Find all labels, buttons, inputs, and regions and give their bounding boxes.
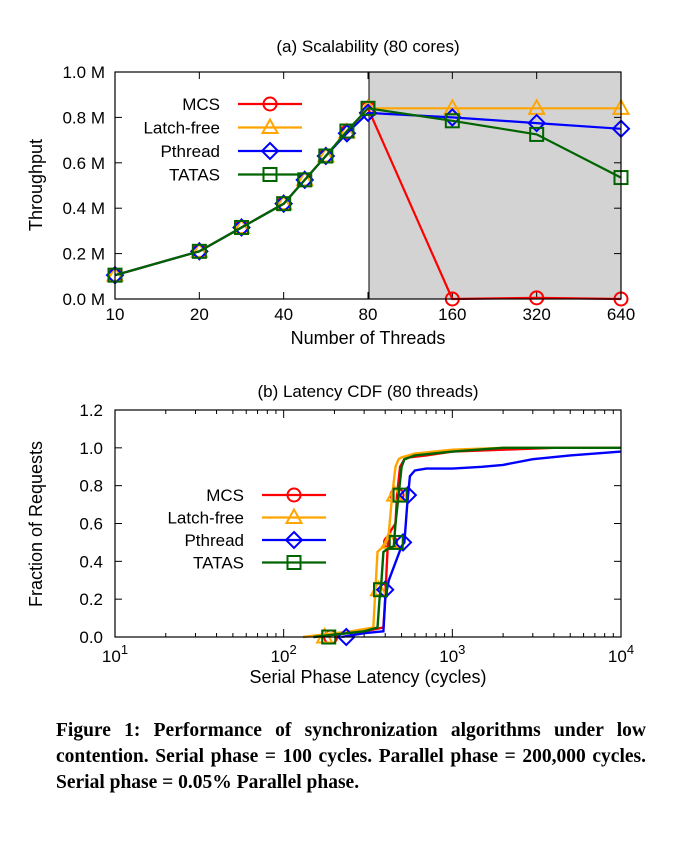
- x-tick-label: 101: [102, 642, 128, 666]
- series-tatas-point: [318, 148, 334, 164]
- y-tick-label: 1.0: [79, 439, 103, 458]
- y-tick-label: 0.4 M: [62, 199, 105, 218]
- latency-cdf-chart: (b) Latency CDF (80 threads) 0.0 0.2 0.4 0.…: [26, 382, 634, 687]
- chart-b-xlabel: Serial Phase Latency (cycles): [249, 667, 486, 687]
- y-tick-label: 0.2: [79, 590, 103, 609]
- y-tick-label: 1.2: [79, 401, 103, 420]
- legend-pthread-label: Pthread: [184, 531, 244, 550]
- series-pthread-line: [341, 450, 622, 639]
- legend-pthread-label: Pthread: [160, 142, 220, 161]
- series-mcs-point: [529, 290, 545, 306]
- chart-a-shaded-region: [369, 72, 621, 299]
- x-tick-exponent: 1: [121, 642, 128, 657]
- legend-pthread-marker: [260, 141, 280, 161]
- x-tick-exponent: 2: [290, 642, 297, 657]
- y-tick-label: 0.0 M: [62, 290, 105, 309]
- y-tick-label: 0.4: [79, 552, 103, 571]
- y-tick-label: 0.0: [79, 628, 103, 647]
- x-tick-label: 103: [439, 642, 465, 666]
- series-tatas-point: [529, 126, 545, 142]
- legend-tatas-label: TATAS: [169, 166, 220, 185]
- series-pthread-point: [316, 146, 336, 166]
- x-tick-label: 640: [607, 305, 635, 324]
- chart-b-series: [302, 446, 622, 647]
- series-tatas-point: [234, 219, 249, 235]
- legend-mcs-marker: [286, 487, 302, 503]
- legend-tatas-marker: [262, 167, 278, 182]
- chart-a-legend: MCS Latch-free Pthread TATAS: [143, 95, 302, 185]
- y-tick-label: 0.6: [79, 515, 103, 534]
- x-tick-label: 20: [190, 305, 209, 324]
- chart-a-xlabel: Number of Threads: [291, 328, 446, 348]
- x-tick-exponent: 4: [627, 642, 634, 657]
- y-tick-label: 0.8: [79, 477, 103, 496]
- series-pthread-point: [274, 194, 294, 214]
- x-tick-label: 80: [359, 305, 378, 324]
- series-pthread-point: [398, 485, 418, 505]
- y-tick-label: 0.2 M: [62, 245, 105, 264]
- legend-mcs-label: MCS: [182, 95, 220, 114]
- chart-b-ylabel: Fraction of Requests: [26, 441, 46, 607]
- legend-tatas-marker: [286, 555, 302, 570]
- series-tatas-line: [114, 107, 622, 277]
- x-tick-exponent: 3: [458, 642, 465, 657]
- legend-pthread-marker: [284, 530, 304, 550]
- legend-mcs-marker: [262, 96, 278, 112]
- chart-a-ticks: 0.0 M 0.2 M 0.4 M 0.6 M 0.8 M 1.0 M 10 20 40 80 16…: [62, 63, 635, 324]
- series-pthread-point: [527, 113, 547, 133]
- series-latch-free-line: [302, 446, 621, 639]
- chart-b-plot-frame: [114, 409, 622, 638]
- series-pthread-point: [393, 533, 413, 552]
- series-tatas-point: [388, 534, 404, 550]
- x-tick-base: 10: [608, 647, 627, 666]
- chart-a-title: (a) Scalability (80 cores): [276, 37, 459, 56]
- series-tatas-line: [313, 446, 621, 639]
- x-tick-base: 10: [271, 647, 290, 666]
- x-tick-label: 10: [106, 305, 125, 324]
- series-pthread-point: [295, 170, 315, 190]
- chart-a-ylabel: Throughput: [26, 139, 46, 231]
- series-pthread-point: [337, 123, 357, 143]
- series-tatas-point: [372, 582, 388, 598]
- chart-b-legend: MCS Latch-free Pthread TATAS: [167, 486, 326, 573]
- legend-latch-free-label: Latch-free: [143, 119, 220, 138]
- series-tatas-point: [360, 100, 376, 116]
- legend-latch-free-marker: [260, 117, 280, 134]
- x-tick-label: 160: [438, 305, 466, 324]
- x-tick-label: 40: [274, 305, 293, 324]
- series-tatas-point: [444, 113, 460, 129]
- series-tatas-point: [339, 123, 355, 139]
- legend-latch-free-label: Latch-free: [167, 509, 244, 528]
- chart-b-title: (b) Latency CDF (80 threads): [257, 382, 478, 401]
- chart-a-plot-frame: [114, 71, 622, 300]
- chart-a-series: [105, 98, 631, 307]
- legend-tatas-label: TATAS: [193, 554, 244, 573]
- series-tatas-point: [191, 243, 207, 259]
- y-tick-label: 0.6 M: [62, 154, 105, 173]
- series-tatas-point: [276, 196, 292, 212]
- x-tick-label: 102: [271, 642, 297, 666]
- x-tick-label: 320: [522, 305, 550, 324]
- legend-mcs-label: MCS: [206, 486, 244, 505]
- x-tick-base: 10: [439, 647, 458, 666]
- y-tick-label: 1.0 M: [62, 63, 105, 82]
- series-mcs-line: [313, 446, 621, 639]
- y-tick-label: 0.8 M: [62, 108, 105, 127]
- series-tatas-point: [392, 487, 408, 503]
- series-tatas-point: [297, 172, 313, 188]
- legend-latch-free-marker: [284, 507, 304, 524]
- figure-caption: Figure 1: Performance of synchronization…: [56, 720, 646, 793]
- x-tick-base: 10: [102, 647, 121, 666]
- x-tick-label: 104: [608, 642, 634, 666]
- scalability-chart: (a) Scalability (80 cores) 0.0 M 0.2 M 0.4…: [26, 37, 635, 348]
